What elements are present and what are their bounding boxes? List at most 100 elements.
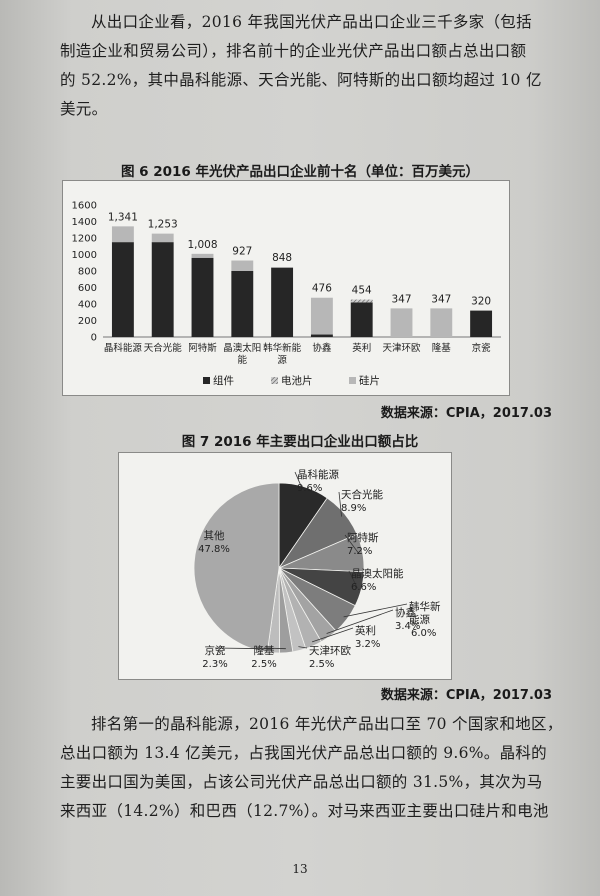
y-tick-label: 1200 [72, 234, 97, 245]
text-line: 来西亚（14.2%）和巴西（12.7%）。对马来西亚主要出口硅片和电池 [60, 802, 549, 820]
pie-label: 京瓷 [205, 644, 226, 657]
bar-segment-硅片 [191, 253, 214, 258]
y-tick-label: 600 [78, 283, 97, 294]
leader-line [338, 491, 342, 517]
figure7-source: 数据来源：CPIA，2017.03 [380, 688, 552, 703]
y-tick-label: 200 [78, 316, 97, 327]
pie-percent: 47.8% [198, 544, 230, 555]
pie-percent: 2.5% [251, 659, 276, 670]
pie-label: 能源 [409, 613, 430, 626]
bar-value-label: 848 [272, 252, 292, 264]
bar-segment-硅片 [111, 226, 134, 243]
bar-segment-组件 [470, 310, 493, 337]
intro-paragraph: 从出口企业看，2016 年我国光伏产品出口企业三千多家（包括 制造企业和贸易公司… [60, 8, 560, 124]
figure7-caption: 图 7 2016 年主要出口企业出口额占比 [181, 434, 419, 450]
bar-segment-组件 [271, 267, 294, 337]
pie-label: 晶科能源 [297, 468, 339, 481]
bar-segment-硅片 [271, 267, 294, 268]
pie-label: 天合光能 [341, 488, 383, 501]
bar-segment-硅片 [151, 233, 174, 243]
page-number: 13 [292, 862, 308, 876]
pie-percent: 3.2% [355, 639, 380, 650]
bar-value-label: 454 [352, 285, 372, 297]
x-tick-label: 京瓷 [472, 342, 492, 354]
x-tick-label: 天合光能 [144, 342, 183, 354]
pie-percent: 3.4% [395, 621, 420, 632]
y-tick-label: 1400 [72, 217, 97, 228]
bar-value-label: 927 [232, 246, 252, 258]
pie-label: 天津环欧 [309, 645, 351, 657]
text-line: 总出口额为 13.4 亿美元，占我国光伏产品总出口额的 9.6%。晶科的 [60, 744, 547, 762]
bar-segment-组件 [231, 271, 254, 337]
bar-segment-组件 [350, 302, 373, 337]
pie-label: 韩华新 [409, 600, 441, 613]
pie-label: 英利 [355, 624, 376, 637]
text-line: 主要出口国为美国，占该公司光伏产品总出口额的 31.5%，其次为马 [60, 773, 543, 791]
y-tick-label: 1000 [72, 250, 97, 261]
pie-percent: 9.6% [297, 483, 322, 494]
bar-value-label: 1,008 [187, 239, 217, 251]
x-tick-label: 晶科能源 [104, 342, 143, 354]
bar-segment-组件 [191, 257, 214, 337]
y-tick-label: 800 [78, 267, 97, 278]
bar-segment-硅片 [430, 308, 453, 337]
bar-chart-frame: 0 200 400 600 800 1000 1200 1400 1600 1,341 晶科能源 1,… [62, 180, 510, 396]
pie-slice-其他 [193, 482, 280, 653]
legend-swatch [203, 377, 210, 384]
leader-line [311, 627, 354, 643]
leader-line [344, 534, 359, 554]
legend-label: 组件 [213, 374, 234, 387]
bar-segment-硅片 [310, 297, 333, 335]
leader-line [326, 609, 394, 634]
x-tick-label: 能 [238, 354, 248, 366]
bar-value-label: 1,341 [108, 211, 138, 223]
bar-segment-硅片 [231, 260, 254, 271]
bar-value-label: 1,253 [148, 219, 178, 231]
figure6-caption: 图 6 2016 年光伏产品出口企业前十名（单位：百万美元） [120, 164, 480, 180]
legend-swatch [271, 377, 278, 384]
legend-label: 硅片 [359, 374, 380, 387]
pie-label: 协鑫 [395, 606, 416, 619]
bar-segment-组件 [111, 242, 134, 337]
pie-percent: 7.2% [347, 546, 372, 557]
bar-segment-组件 [310, 334, 333, 337]
legend-label: 电池片 [281, 374, 313, 387]
leader-line [348, 570, 358, 589]
text-line: 从出口企业看，2016 年我国光伏产品出口企业三千多家（包括 [91, 13, 532, 31]
x-tick-label: 阿特斯 [188, 342, 217, 354]
y-tick-label: 0 [91, 333, 97, 344]
leader-line [214, 647, 274, 650]
pie-label: 其他 [204, 529, 225, 542]
pie-percent: 8.9% [341, 503, 366, 514]
x-tick-label: 英利 [352, 342, 371, 354]
bar-chart: 0 200 400 600 800 1000 1200 1400 1600 1,341 晶科能源 1,… [72, 201, 501, 387]
x-tick-label: 隆基 [432, 342, 452, 354]
y-tick-label: 400 [78, 300, 97, 311]
pie-percent: 6.0% [411, 628, 436, 639]
pie-percent: 2.3% [202, 659, 227, 670]
pie-percent: 6.6% [351, 582, 376, 593]
bar-value-label: 320 [471, 296, 491, 308]
bar-value-label: 476 [312, 283, 332, 295]
leader-line [294, 471, 304, 491]
legend-swatch [349, 377, 356, 384]
bar-segment-硅片 [390, 308, 413, 337]
pie-chart-frame: 晶科能源 9.6% 天合光能 8.9% 阿特斯 7.2% 晶澳太阳能 6.6% 韩华新 能源 6.0… [118, 452, 452, 680]
pie-label: 晶澳太阳能 [351, 567, 404, 580]
leader-line [343, 603, 408, 618]
figure6-source: 数据来源：CPIA，2017.03 [380, 406, 552, 421]
y-tick-label: 1600 [72, 201, 97, 212]
x-tick-label: 协鑫 [312, 342, 332, 354]
bar-value-label: 347 [391, 293, 411, 305]
x-tick-label: 韩华新能 [263, 342, 302, 354]
text-line: 制造企业和贸易公司），排名前十的企业光伏产品出口额占总出口额 [60, 42, 527, 60]
pie-percent: 2.5% [309, 659, 334, 670]
pie-label: 阿特斯 [347, 531, 379, 544]
leader-line [298, 646, 308, 649]
leader-line [263, 647, 286, 650]
bar-value-label: 347 [431, 293, 451, 305]
text-line: 的 52.2%，其中晶科能源、天合光能、阿特斯的出口额均超过 10 亿 [60, 71, 542, 89]
x-tick-label: 源 [277, 355, 287, 366]
